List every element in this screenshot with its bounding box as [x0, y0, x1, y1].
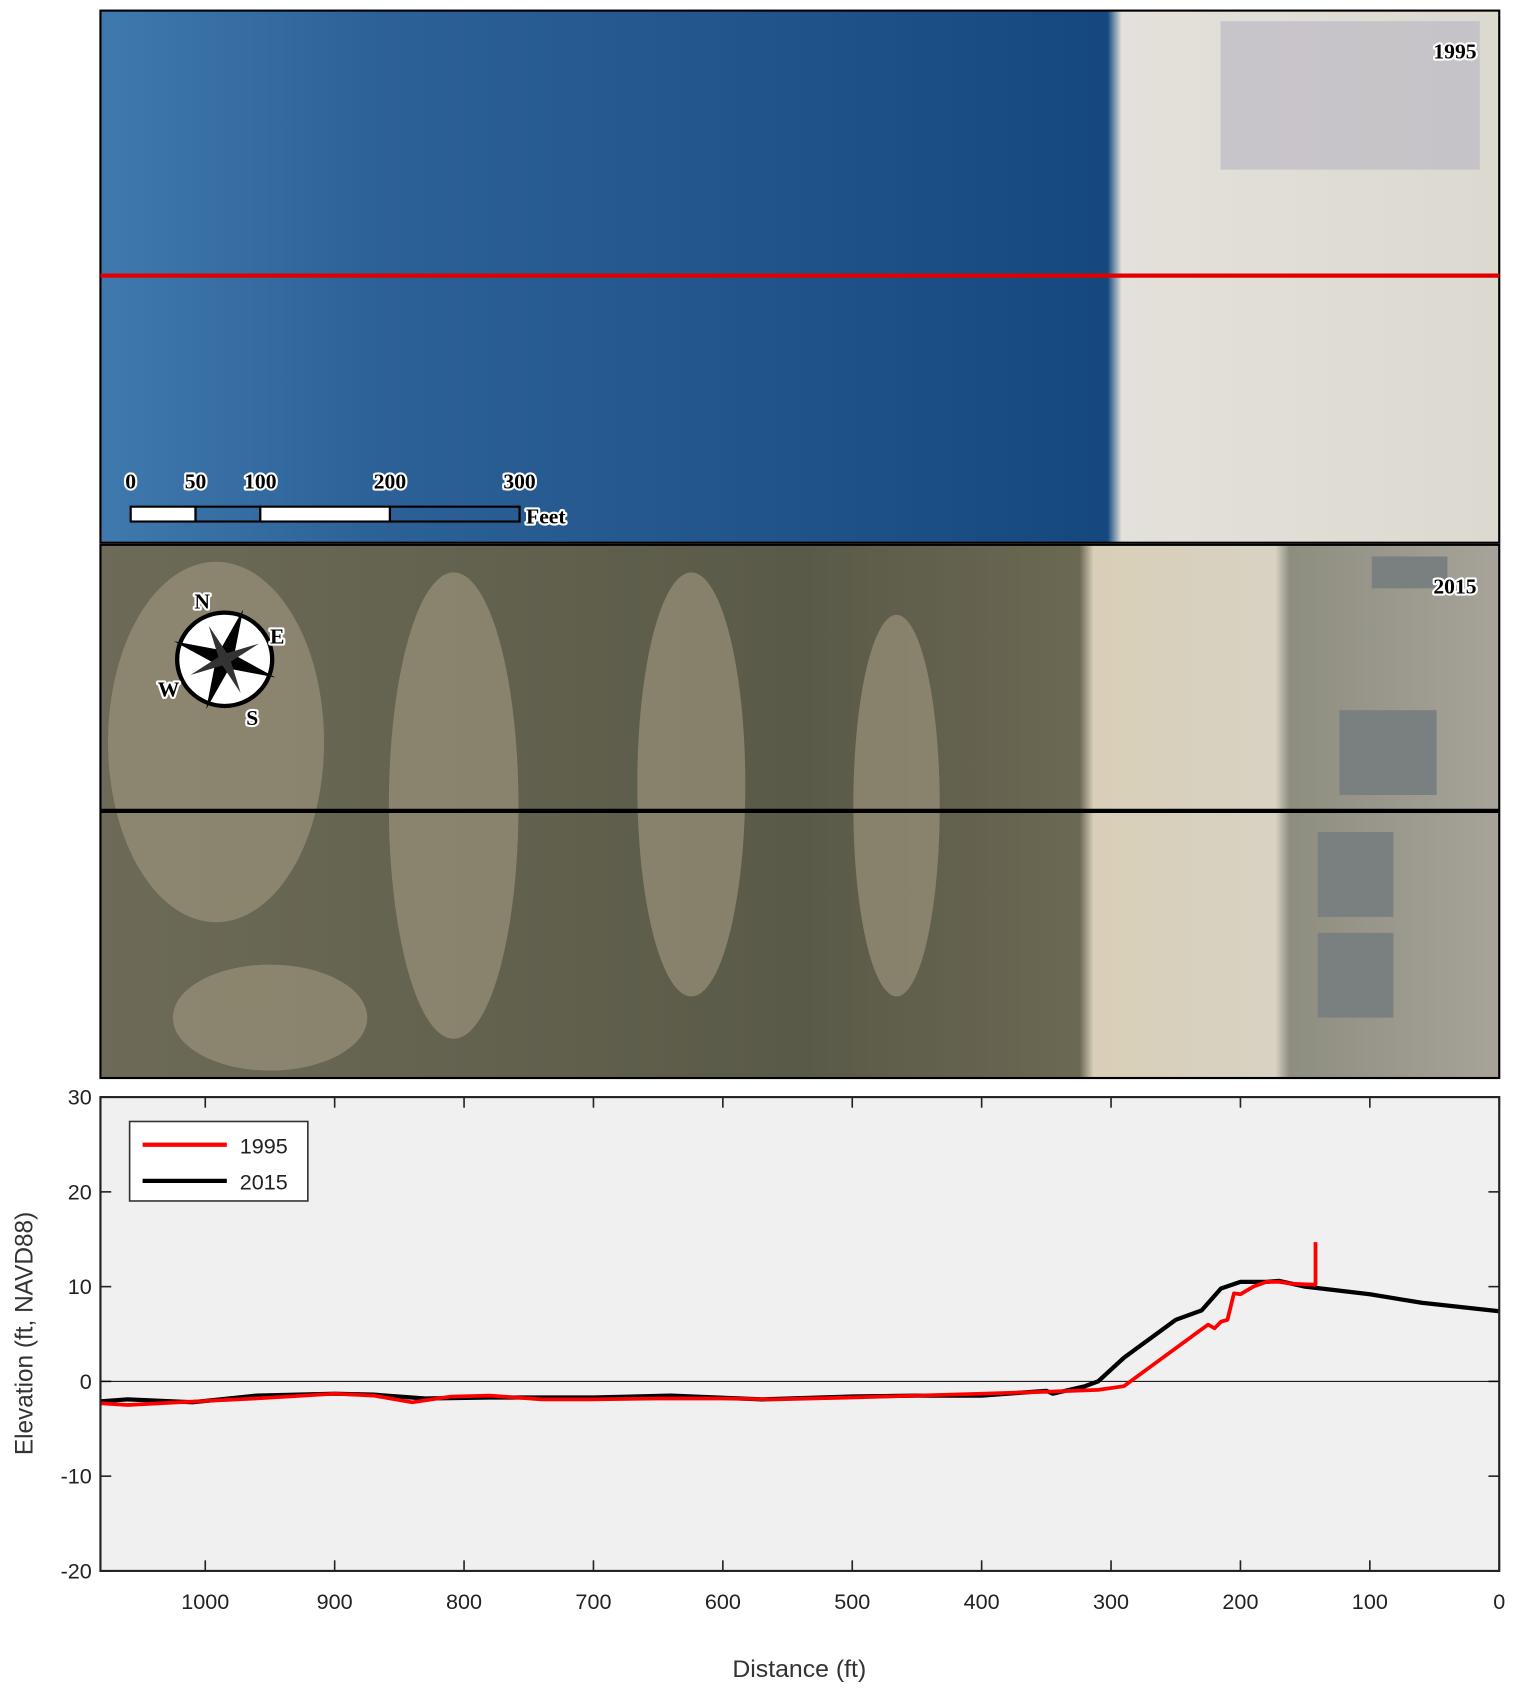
x-tick-label: 100	[1352, 1590, 1388, 1614]
scale-segment	[388, 505, 521, 523]
x-tick-label: 800	[446, 1590, 482, 1614]
legend-box	[128, 1120, 309, 1202]
compass-n: N	[194, 590, 210, 614]
y-tick-label: 0	[80, 1370, 92, 1394]
scale-label: 300	[503, 470, 535, 494]
x-tick-label: 400	[964, 1590, 1000, 1614]
plot-area	[100, 1097, 1500, 1571]
y-tick-label: 30	[68, 1086, 92, 1110]
plot-frame	[99, 1096, 1501, 1572]
scale-segment	[259, 505, 392, 523]
scale-label: 200	[374, 470, 406, 494]
legend-label: 1995	[240, 1134, 288, 1158]
x-tick-label: 900	[317, 1590, 353, 1614]
houses	[1317, 556, 1448, 1018]
scale-bar: 0 50 100 200 300 Feet	[123, 468, 568, 531]
legend-label: 2015	[240, 1170, 288, 1194]
y-tick-label: -10	[61, 1465, 92, 1489]
y-tick-label: -20	[61, 1560, 92, 1584]
x-axis-label: Distance (ft)	[732, 1656, 866, 1683]
panel-label: 2015	[1433, 575, 1476, 599]
x-tick-label: 200	[1222, 1590, 1258, 1614]
compass-w: W	[158, 678, 180, 702]
series-line	[100, 1242, 1318, 1407]
compass: N E S W	[156, 587, 287, 732]
scale-segment	[129, 505, 197, 523]
scale-label: 50	[185, 470, 207, 494]
compass-s: S	[246, 706, 258, 730]
x-tick-label: 700	[575, 1590, 611, 1614]
x-tick-label: 0	[1493, 1590, 1505, 1614]
y-tick-label: 10	[68, 1275, 92, 1299]
y-tick-label: 20	[68, 1180, 92, 1204]
compass-e: E	[270, 625, 284, 649]
x-tick-label: 1000	[181, 1590, 229, 1614]
x-tick-label: 600	[705, 1590, 741, 1614]
building	[1220, 21, 1480, 170]
scale-label: 100	[244, 470, 276, 494]
y-axis-label: Elevation (ft, NAVD88)	[11, 1212, 38, 1455]
scale-label: 0	[125, 470, 136, 494]
scale-unit: Feet	[526, 505, 566, 529]
x-tick-label: 500	[834, 1590, 870, 1614]
panel-label: 1995	[1433, 39, 1476, 63]
x-tick-label: 300	[1093, 1590, 1129, 1614]
